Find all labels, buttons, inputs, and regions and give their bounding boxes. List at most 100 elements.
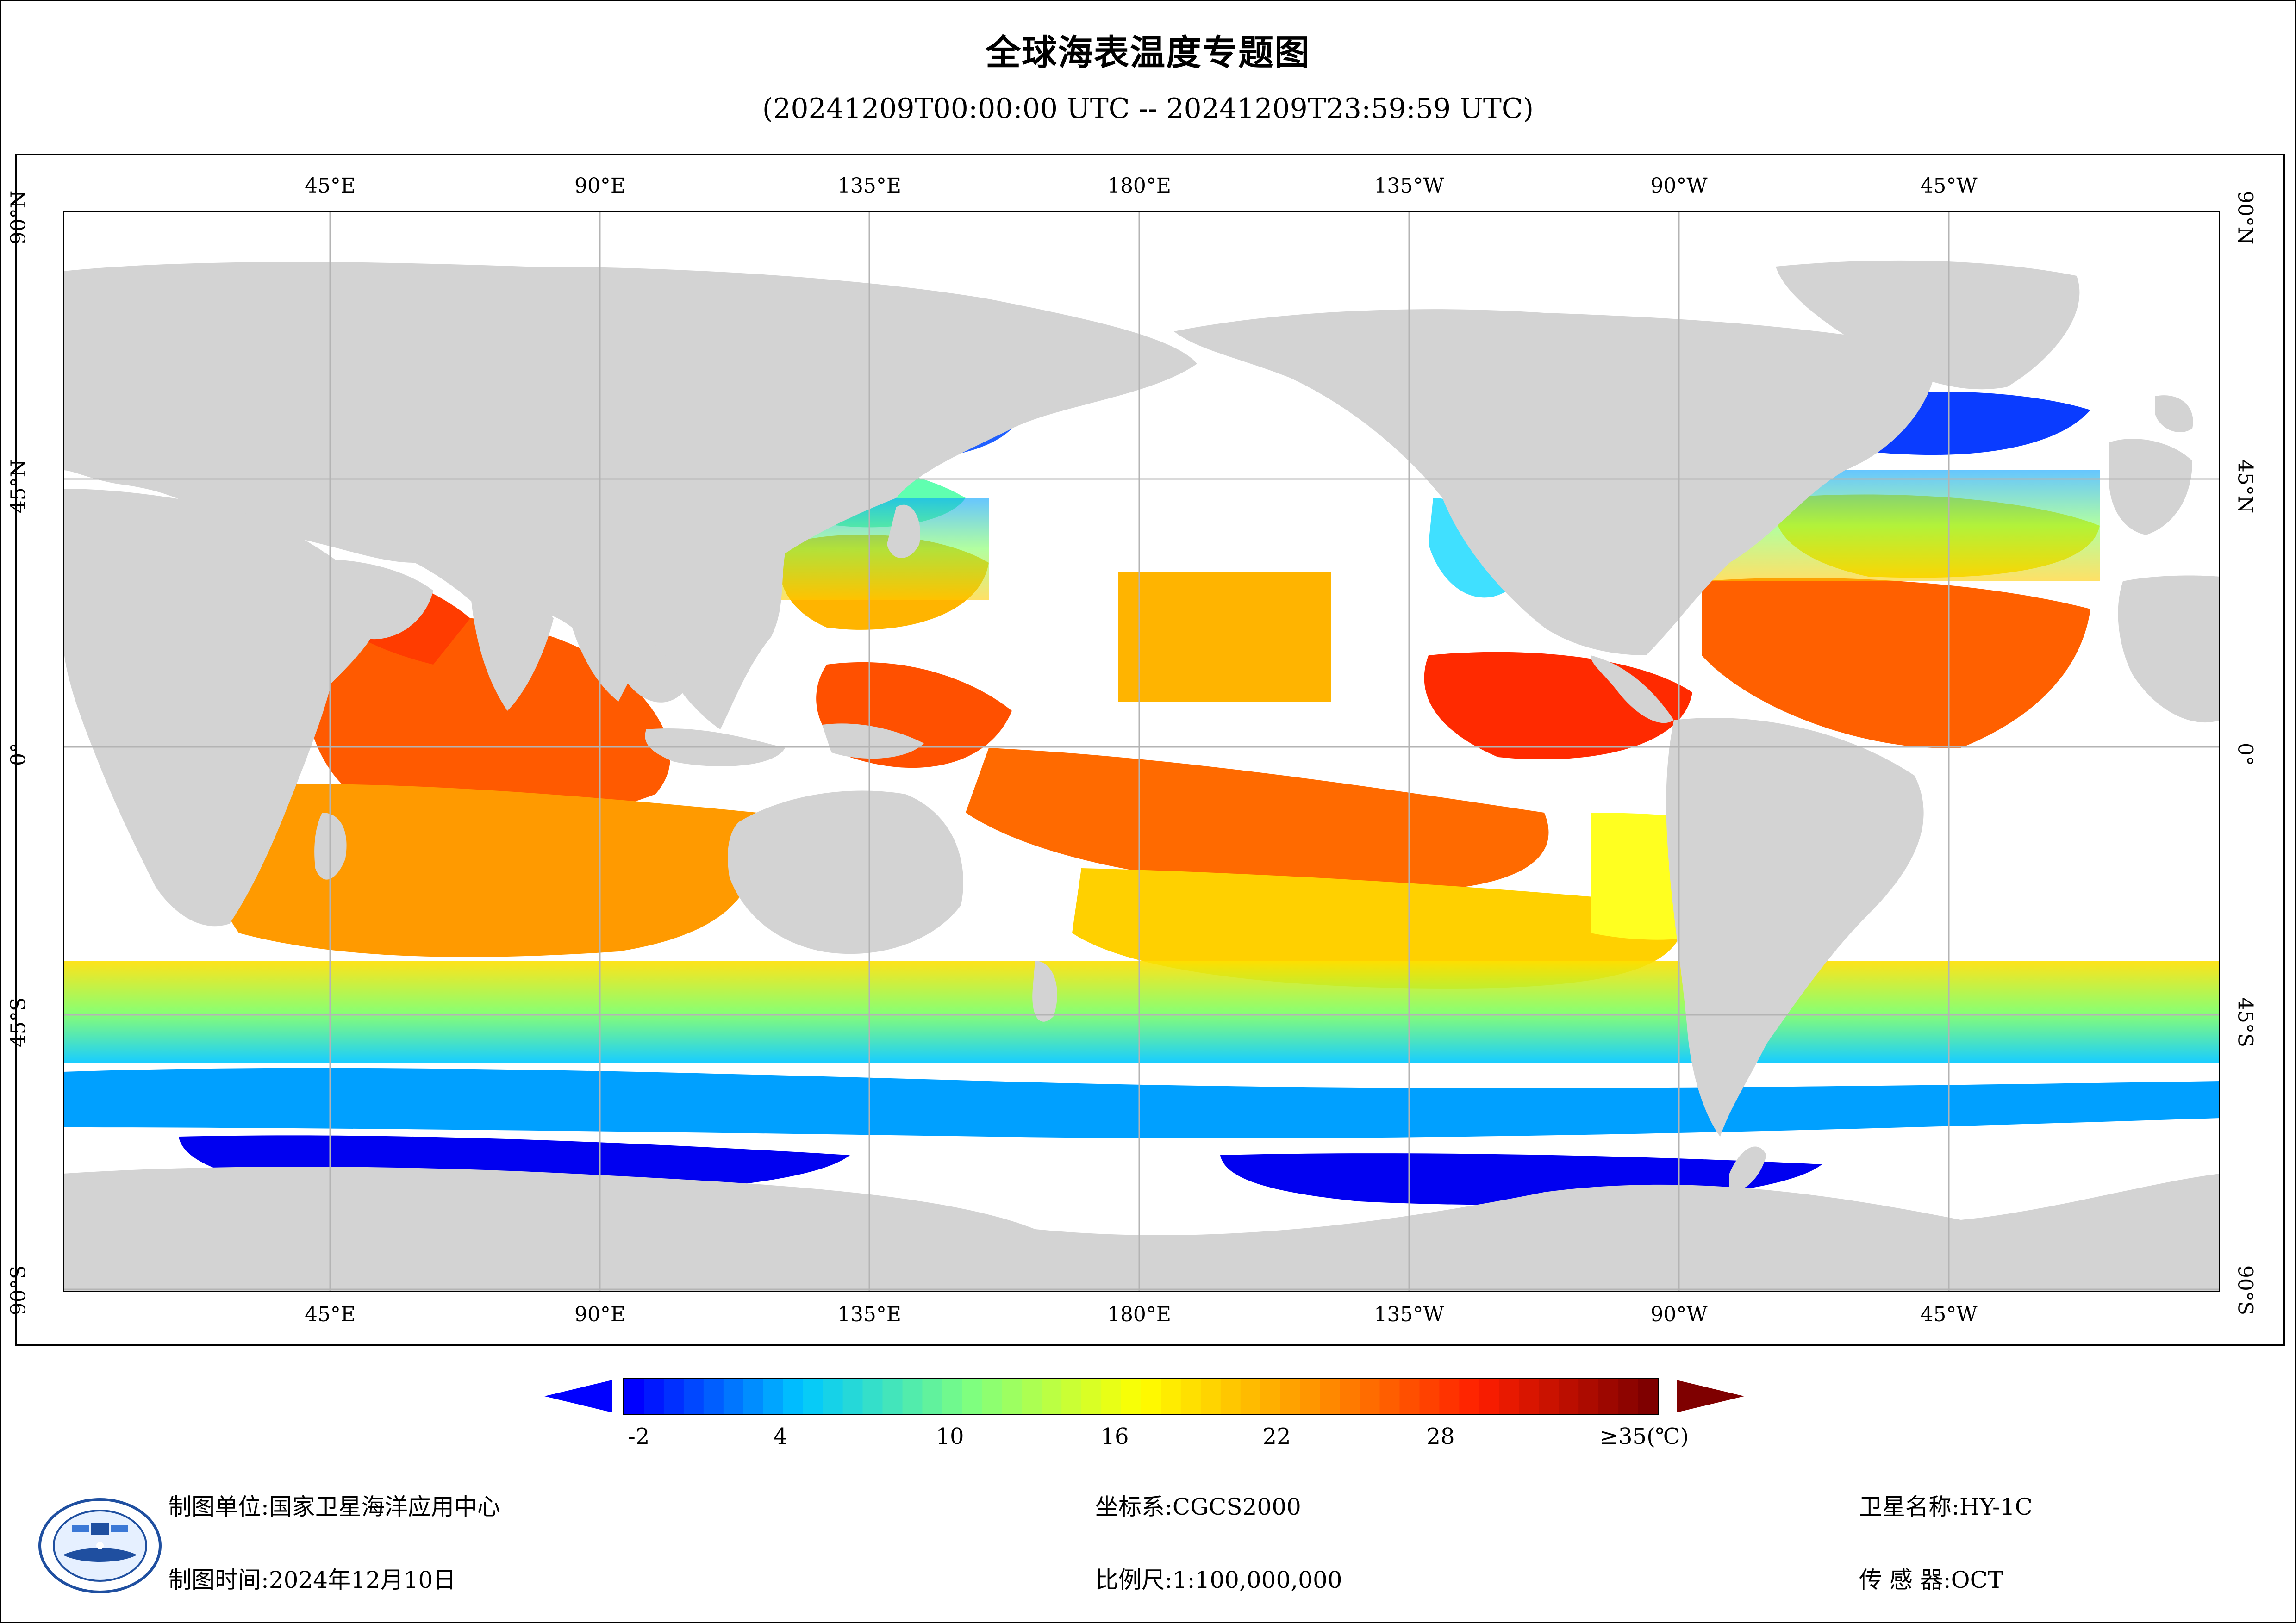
colorbar-cells [624,1379,1659,1414]
producer-info: 制图单位:国家卫星海洋应用中心 [168,1488,500,1522]
colorbar-tick-label: 4 [773,1424,788,1449]
colorbar-cell [663,1379,684,1414]
colorbar-over-arrow [1677,1380,1744,1412]
colorbar-cell [1240,1379,1261,1414]
colorbar-tick-label: -2 [628,1424,650,1449]
scale-value: 1:100,000,000 [1172,1567,1342,1593]
colorbar-cell [1618,1379,1639,1414]
colorbar-cell [1081,1379,1102,1414]
top-lon-label: 45°W [1920,174,1978,198]
left-lat-label: 45°S [6,997,31,1048]
crs-value: CGCS2000 [1172,1493,1301,1520]
colorbar-cell [1141,1379,1161,1414]
colorbar-cell [1578,1379,1599,1414]
top-lon-label: 45°E [304,174,356,198]
colorbar-cell [683,1379,704,1414]
bottom-lon-label: 180°E [1107,1303,1172,1326]
colorbar-cell [1459,1379,1479,1414]
sensor-info: 传 感 器:OCT [1859,1561,2003,1595]
top-lon-label: 135°E [837,174,902,198]
colorbar-cell [922,1379,942,1414]
right-lat-label: 45°S [2233,997,2257,1048]
crs-label: 坐标系: [1095,1493,1173,1520]
top-lon-label: 180°E [1107,174,1172,198]
colorbar-cell [1419,1379,1440,1414]
colorbar-cell [1638,1379,1659,1414]
colorbar-cell [1280,1379,1301,1414]
land [63,260,2220,1292]
bottom-lon-label: 90°W [1650,1303,1708,1326]
colorbar-cell [723,1379,744,1414]
left-lat-label: 90°N [6,190,31,245]
colorbar-cell [624,1379,644,1414]
left-lat-label: 90°S [6,1265,31,1316]
colorbar-cell [862,1379,883,1414]
colorbar-cell [763,1379,784,1414]
top-lon-label: 90°W [1650,174,1708,198]
scale-label: 比例尺: [1095,1567,1173,1593]
satellite-value: HY-1C [1959,1493,2033,1520]
colorbar-cell [743,1379,764,1414]
colorbar-cell [703,1379,724,1414]
colorbar-cell [1161,1379,1181,1414]
graticule [63,211,2220,1292]
map-title: 全球海表温度专题图 [986,32,1310,73]
colorbar-cell [1260,1379,1281,1414]
top-lon-label: 135°W [1374,174,1444,198]
colorbar-cell [1479,1379,1499,1414]
colorbar-tick-label: 28 [1426,1424,1455,1449]
scale-info: 比例尺:1:100,000,000 [1095,1561,1342,1595]
production-date-info: 制图时间:2024年12月10日 [168,1561,456,1595]
colorbar-cell [1340,1379,1360,1414]
top-lon-label: 90°E [574,174,626,198]
satellite-label: 卫星名称: [1859,1493,1959,1520]
producer-value: 国家卫星海洋应用中心 [268,1493,500,1520]
bottom-lon-label: 45°E [304,1303,356,1326]
colorbar-cell [882,1379,903,1414]
colorbar-tick-label: 16 [1100,1424,1129,1449]
producer-label: 制图单位: [168,1493,269,1520]
colorbar-cell [1022,1379,1042,1414]
right-lat-label: 90°N [2233,190,2257,245]
colorbar-cell [1539,1379,1559,1414]
production-date-value: 2024年12月10日 [268,1567,456,1593]
colorbar-tick-label: 10 [936,1424,964,1449]
colorbar-cell [1598,1379,1619,1414]
colorbar-cell [942,1379,962,1414]
map-subtitle: (20241209T00:00:00 UTC -- 20241209T23:59… [762,93,1534,125]
colorbar-tick-label: ≥35(℃) [1599,1424,1689,1449]
crs-info: 坐标系:CGCS2000 [1095,1488,1301,1522]
colorbar-cell [1320,1379,1341,1414]
bottom-lon-label: 135°E [837,1303,902,1326]
bottom-lon-label: 135°W [1374,1303,1444,1326]
colorbar-cell [962,1379,982,1414]
colorbar-tick-label: 22 [1262,1424,1291,1449]
colorbar-cell [803,1379,824,1414]
colorbar-cell [1220,1379,1241,1414]
colorbar-cell [982,1379,1002,1414]
colorbar-under-arrow [544,1380,612,1412]
nsoas-logo [38,1498,162,1593]
colorbar-outline [623,1378,1659,1415]
left-lat-label: 0° [6,743,31,766]
sensor-label: 传 感 器: [1859,1567,1951,1593]
colorbar-cell [1121,1379,1142,1414]
satellite-info: 卫星名称:HY-1C [1859,1488,2033,1522]
right-lat-label: 0° [2233,743,2257,766]
colorbar [544,1378,1744,1415]
colorbar-cell [1559,1379,1579,1414]
sst-map[interactable] [63,211,2220,1292]
colorbar-cell [1499,1379,1519,1414]
colorbar-cell [1439,1379,1460,1414]
colorbar-cell [1519,1379,1539,1414]
colorbar-cell [842,1379,863,1414]
colorbar-cell [1200,1379,1221,1414]
colorbar-cell [783,1379,804,1414]
colorbar-cell [1399,1379,1420,1414]
bottom-lon-label: 90°E [574,1303,626,1326]
colorbar-cell [1061,1379,1082,1414]
colorbar-cell [1360,1379,1380,1414]
colorbar-cell [1300,1379,1321,1414]
bottom-lon-label: 45°W [1920,1303,1978,1326]
